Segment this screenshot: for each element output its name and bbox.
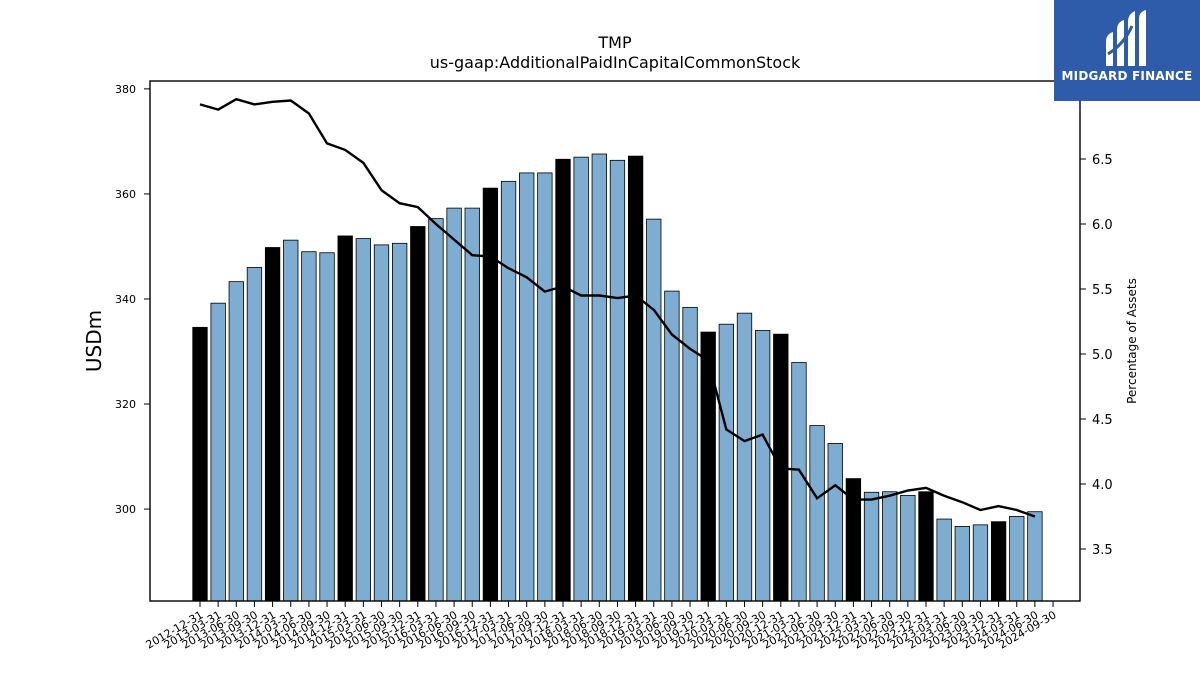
bar <box>827 443 843 602</box>
bar <box>464 207 480 602</box>
y-tick-label: 320 <box>115 398 136 411</box>
chart-title: TMP <box>598 33 632 52</box>
bar <box>519 172 535 602</box>
bar <box>718 323 734 602</box>
bar <box>428 218 444 602</box>
logo-mark-icon <box>1106 10 1146 66</box>
bar <box>591 153 607 602</box>
bar <box>482 187 499 602</box>
bar <box>1027 511 1043 602</box>
bar <box>373 244 390 602</box>
bar <box>246 267 263 602</box>
chart-subtitle: us-gaap:AdditionalPaidInCapitalCommonSto… <box>429 53 801 72</box>
bar <box>283 239 299 602</box>
y2-tick-label: 5.0 <box>1092 348 1113 363</box>
y2-axis-label: Percentage of Assets <box>1125 278 1139 404</box>
bar <box>446 207 462 602</box>
bar <box>809 425 825 602</box>
bar <box>882 491 898 602</box>
x-axis: 2012-12-312013-03-312013-06-302013-09-30… <box>144 601 1059 652</box>
y-axis-left: 300 320 340 360 380 <box>115 83 150 516</box>
bar <box>573 156 589 602</box>
bar <box>319 252 335 602</box>
bar <box>391 242 408 602</box>
bar <box>736 312 753 602</box>
y-axis-label: USDm <box>82 310 106 372</box>
bar <box>627 155 644 602</box>
bar <box>355 238 372 602</box>
bar <box>228 281 244 602</box>
bar <box>918 491 934 602</box>
bar <box>192 326 208 602</box>
bar <box>863 491 880 602</box>
bar-series <box>192 153 1043 602</box>
y-tick-label: 340 <box>115 293 136 306</box>
bar <box>755 330 771 602</box>
bar <box>555 158 571 602</box>
bar <box>301 251 317 602</box>
bar <box>990 521 1007 602</box>
y-tick-label: 300 <box>115 503 136 516</box>
y-axis-right: 3.5 4.0 4.5 5.0 5.5 6.0 6.5 <box>1080 153 1113 558</box>
bar <box>264 247 281 602</box>
y-tick-label: 360 <box>115 188 136 201</box>
bar <box>700 331 716 602</box>
y2-tick-label: 6.0 <box>1092 218 1113 233</box>
bar <box>954 526 970 602</box>
bar <box>537 172 553 602</box>
y2-tick-label: 4.5 <box>1092 413 1113 428</box>
bar <box>972 524 989 602</box>
y2-tick-label: 5.5 <box>1092 283 1113 298</box>
plot-frame <box>149 80 1081 602</box>
bar <box>337 235 353 602</box>
bar <box>1009 516 1025 602</box>
bar <box>609 159 626 602</box>
bar <box>410 226 426 602</box>
logo-text: MIDGARD FINANCE <box>1061 69 1193 83</box>
bar <box>500 180 517 602</box>
bar <box>900 495 916 602</box>
percentage-line <box>199 97 1036 518</box>
y-tick-label: 380 <box>115 83 136 96</box>
bar <box>936 518 952 602</box>
bar <box>210 302 226 602</box>
y2-tick-label: 6.5 <box>1092 153 1113 168</box>
midgard-finance-logo: MIDGARD FINANCE <box>1054 0 1200 101</box>
bar <box>646 218 662 602</box>
line-series <box>199 97 1036 518</box>
y2-tick-label: 4.0 <box>1092 478 1113 493</box>
y2-tick-label: 3.5 <box>1092 543 1113 558</box>
bar <box>791 362 807 602</box>
